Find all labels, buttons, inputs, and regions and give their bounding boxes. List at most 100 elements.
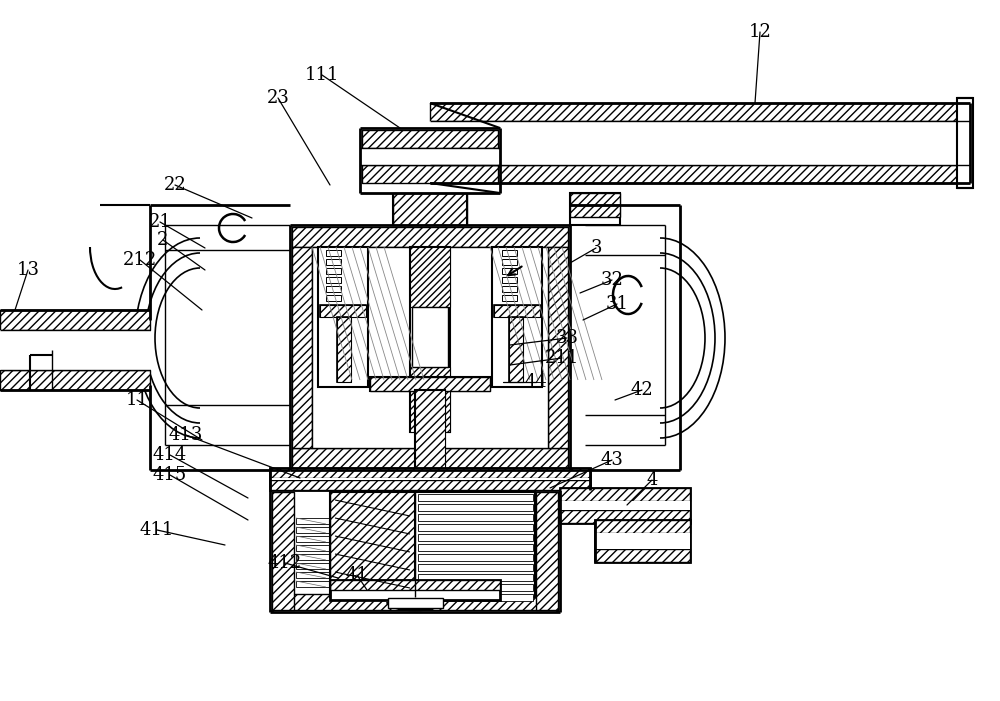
Bar xyxy=(418,564,533,571)
Bar xyxy=(560,488,690,501)
Bar xyxy=(0,330,150,370)
Text: 2: 2 xyxy=(157,231,169,249)
Bar xyxy=(270,480,590,490)
Bar xyxy=(320,305,366,317)
Bar xyxy=(370,377,490,391)
Bar xyxy=(595,520,690,533)
Bar xyxy=(362,165,498,183)
Text: 33: 33 xyxy=(556,329,578,347)
Bar xyxy=(337,317,351,382)
Bar xyxy=(393,193,467,225)
Bar xyxy=(326,250,341,256)
Bar xyxy=(430,165,970,183)
Bar xyxy=(502,277,517,283)
Text: 23: 23 xyxy=(267,89,289,107)
Bar xyxy=(296,581,534,587)
Text: 111: 111 xyxy=(305,66,339,84)
Bar xyxy=(362,130,498,148)
Bar xyxy=(509,317,523,382)
Bar xyxy=(494,305,540,317)
Bar xyxy=(270,468,590,490)
Bar xyxy=(270,478,590,480)
Bar xyxy=(270,468,590,478)
Bar xyxy=(418,524,533,531)
Bar xyxy=(502,250,517,256)
Bar xyxy=(415,492,535,597)
Bar xyxy=(418,584,533,591)
Bar xyxy=(292,227,568,247)
Bar xyxy=(320,305,366,317)
Bar xyxy=(410,367,450,432)
Bar xyxy=(393,193,467,225)
Bar xyxy=(270,480,590,490)
Bar xyxy=(595,520,690,533)
Bar xyxy=(430,103,970,121)
Bar xyxy=(570,205,620,217)
Text: 11: 11 xyxy=(126,391,148,409)
Bar xyxy=(270,468,590,478)
Bar xyxy=(412,307,448,367)
Bar xyxy=(570,193,620,205)
Text: 211: 211 xyxy=(545,349,579,367)
Bar xyxy=(418,554,533,561)
Text: 414: 414 xyxy=(153,446,187,464)
Bar xyxy=(272,492,294,610)
Text: 415: 415 xyxy=(153,466,187,484)
Bar xyxy=(330,492,415,597)
Bar xyxy=(292,227,568,247)
Bar xyxy=(330,492,415,597)
Text: 12: 12 xyxy=(749,23,771,41)
Bar xyxy=(560,501,690,510)
Bar xyxy=(494,305,540,317)
Bar xyxy=(326,277,341,283)
Bar xyxy=(957,98,973,188)
Bar xyxy=(418,574,533,581)
Text: 212: 212 xyxy=(123,251,157,269)
Bar xyxy=(595,549,690,562)
Bar xyxy=(418,514,533,521)
Bar xyxy=(296,563,534,569)
Bar xyxy=(292,247,312,448)
Bar xyxy=(560,510,690,523)
Bar xyxy=(418,504,533,511)
Bar xyxy=(296,572,534,578)
Bar xyxy=(296,545,534,551)
Bar xyxy=(370,377,490,391)
Bar xyxy=(326,295,341,301)
Bar xyxy=(326,259,341,265)
Bar xyxy=(0,370,150,390)
Text: 412: 412 xyxy=(268,554,302,572)
Text: 31: 31 xyxy=(606,295,629,313)
Bar xyxy=(330,580,500,590)
Bar xyxy=(292,448,568,468)
Text: 3: 3 xyxy=(590,239,602,257)
Bar xyxy=(296,518,534,524)
Bar xyxy=(536,492,558,610)
Bar xyxy=(595,520,690,562)
Bar xyxy=(509,317,523,382)
Text: 43: 43 xyxy=(601,451,623,469)
Text: 22: 22 xyxy=(164,176,186,194)
Bar xyxy=(272,492,294,610)
Bar xyxy=(595,549,690,562)
Bar xyxy=(415,390,445,468)
Bar xyxy=(570,193,620,225)
Bar xyxy=(430,103,970,121)
Bar xyxy=(410,247,450,432)
Text: 4: 4 xyxy=(646,471,658,489)
Bar xyxy=(292,247,312,448)
Bar xyxy=(330,580,500,600)
Bar xyxy=(318,247,368,387)
Bar xyxy=(326,268,341,274)
Bar xyxy=(418,594,533,601)
Bar xyxy=(410,247,450,307)
Bar xyxy=(502,286,517,292)
Bar xyxy=(548,247,568,448)
Bar xyxy=(494,305,540,317)
Bar xyxy=(296,536,534,542)
Bar xyxy=(337,317,351,382)
Text: 42: 42 xyxy=(631,381,653,399)
Bar xyxy=(330,580,500,590)
Bar xyxy=(362,148,498,165)
Bar xyxy=(570,205,620,217)
